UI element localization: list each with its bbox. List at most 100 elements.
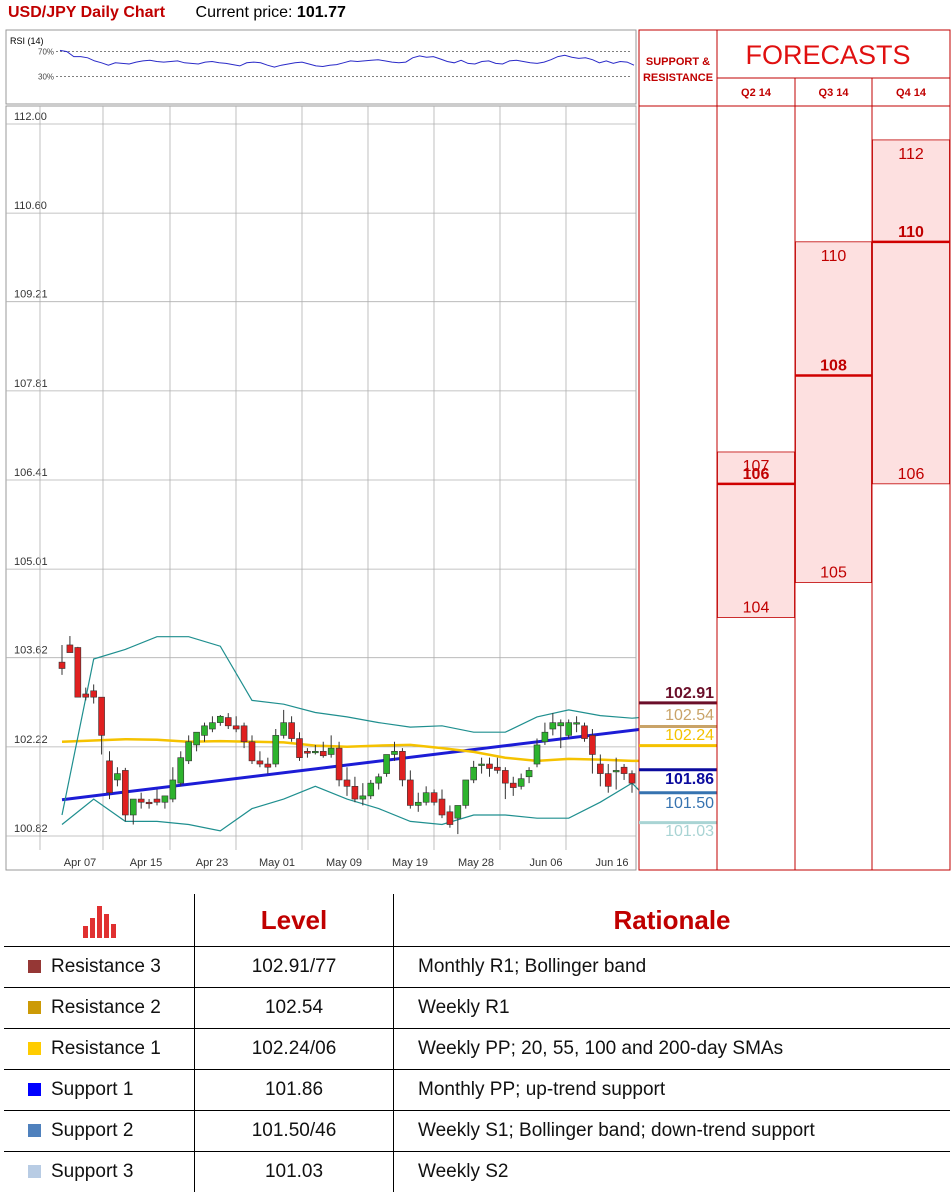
candle-body [430, 792, 438, 803]
candle-body [248, 741, 256, 762]
y-tick-label: 100.82 [14, 823, 48, 835]
candle-body [327, 747, 335, 755]
rsi-label: RSI (14) [10, 36, 44, 46]
price-chart: 112.00 110.60 109.21 107.81 106.41 105.01 103.… [5, 105, 649, 871]
candle-body [438, 798, 446, 816]
candle-body [478, 763, 485, 766]
quarter-label: Q4 14 [896, 87, 927, 99]
level-value: 101.50/46 [194, 1110, 394, 1152]
forecast-high-label: 110 [821, 248, 847, 265]
candle-body [264, 763, 272, 768]
bollinger-upper [61, 636, 648, 816]
chart-header: USD/JPY Daily Chart Current price: 101.7… [8, 4, 346, 26]
x-tick-label: May 28 [458, 857, 494, 869]
candle-body [517, 778, 525, 787]
candle-body [422, 792, 430, 803]
candle-body [185, 741, 192, 762]
y-tick-label: 103.62 [14, 645, 48, 657]
candle-body [122, 770, 129, 816]
candle-body [565, 722, 572, 736]
forecast-high-label: 112 [898, 146, 924, 163]
sr-frame [638, 29, 718, 871]
candle-body [391, 750, 398, 755]
level-rationale: Weekly PP; 20, 55, 100 and 200-day SMAs [393, 1028, 950, 1070]
rationale-column-header: Rationale [393, 894, 950, 947]
sr-level-label: 101.86 [665, 771, 714, 788]
candle-body [98, 696, 105, 736]
current-price-label: Current price: [195, 4, 293, 21]
forecast-median-label: 106 [743, 466, 770, 483]
candle-body [209, 722, 216, 730]
levels-table-header: Level Rationale [4, 894, 950, 947]
table-row: Support 3 101.03 Weekly S2 [4, 1151, 950, 1192]
level-rationale: Monthly R1; Bollinger band [393, 946, 950, 988]
candle-body [82, 693, 90, 698]
candle-body [304, 750, 311, 754]
candle-body [494, 766, 501, 771]
candle-body [106, 760, 113, 793]
level-rationale: Monthly PP; up-trend support [393, 1069, 950, 1111]
candle-body [351, 786, 359, 800]
candle-body [407, 779, 414, 806]
candle-body [533, 744, 541, 765]
candle-body [367, 782, 375, 797]
y-tick-label: 106.41 [14, 467, 48, 479]
level-rationale: Weekly R1 [393, 987, 950, 1029]
x-tick-label: May 01 [259, 857, 295, 869]
candle-body [288, 722, 295, 739]
candle-body [240, 725, 248, 743]
forecast-low-label: 104 [743, 600, 770, 617]
sma-line [61, 737, 648, 763]
candle-body [224, 717, 232, 727]
sr-level-label: 101.03 [665, 823, 714, 840]
candle-body [486, 763, 493, 769]
rsi-panel: RSI (14) 70% 30% [5, 29, 637, 105]
candle-body [612, 770, 620, 773]
sr-level-label: 102.24 [665, 727, 714, 744]
candle-body [169, 779, 177, 800]
table-row: Resistance 2 102.54 Weekly R1 [4, 987, 950, 1029]
x-tick-label: Jun 16 [595, 857, 628, 869]
candle-body [145, 801, 153, 805]
current-price-value: 101.77 [296, 4, 346, 21]
sr-header-line1: SUPPORT & [646, 56, 710, 68]
x-tick-label: May 09 [326, 857, 362, 869]
y-tick-label: 107.81 [14, 378, 48, 390]
y-tick-label: 105.01 [14, 556, 48, 568]
candle-body [454, 805, 462, 819]
forecast-title: FORECASTS [745, 40, 910, 70]
candle-body [312, 750, 319, 754]
quarter-label: Q2 14 [741, 87, 772, 99]
candle-body [129, 798, 137, 816]
level-value: 102.24/06 [194, 1028, 394, 1070]
table-row: Support 1 101.86 Monthly PP; up-trend su… [4, 1069, 950, 1111]
color-swatch [28, 1042, 41, 1055]
candle-body [343, 779, 351, 787]
candle-body [502, 770, 509, 784]
candle-body [272, 735, 280, 765]
level-value: 101.86 [194, 1069, 394, 1111]
candle-body [201, 725, 208, 736]
candle-body [161, 795, 169, 803]
candle-body [319, 750, 327, 757]
forecast-range-box [795, 241, 872, 583]
y-tick-label: 109.21 [14, 289, 48, 301]
forecast-range-box [717, 451, 795, 618]
candle-body [509, 782, 517, 788]
candle-body [280, 722, 287, 736]
x-tick-label: Jun 06 [529, 857, 562, 869]
level-value: 102.91/77 [194, 946, 394, 988]
level-name: Resistance 3 [51, 956, 161, 977]
sr-level-label: 102.91 [665, 685, 714, 702]
candle-body [137, 798, 145, 803]
level-name: Support 2 [51, 1120, 134, 1141]
candle-body [462, 779, 470, 806]
candle-body [256, 760, 264, 765]
x-tick-label: May 19 [392, 857, 428, 869]
candle-body [541, 731, 549, 743]
forecast-range-box [872, 139, 950, 485]
table-row: Resistance 3 102.91/77 Monthly R1; Bolli… [4, 946, 950, 988]
candle-body [193, 731, 200, 746]
candle-body [589, 735, 596, 755]
level-rationale: Weekly S1; Bollinger band; down-trend su… [393, 1110, 950, 1152]
